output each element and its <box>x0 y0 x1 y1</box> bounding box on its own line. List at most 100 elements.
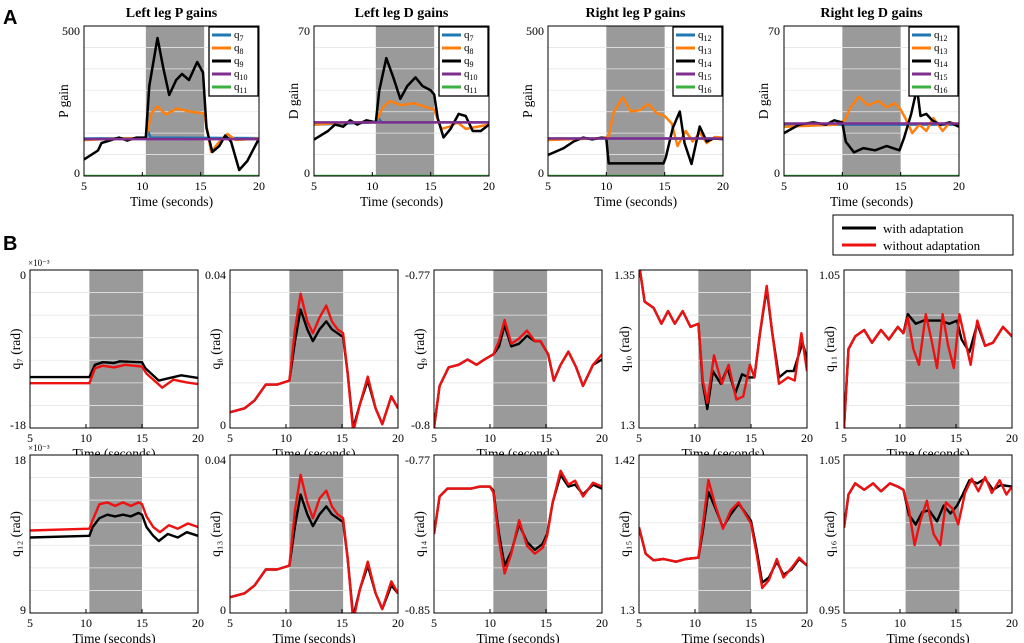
x-axis-label: Time (seconds) <box>886 631 969 643</box>
legend-subscript: 7 <box>240 34 244 43</box>
x-tick-label: 20 <box>953 179 965 193</box>
legend-subscript: 14 <box>704 60 712 69</box>
series-group <box>844 475 1012 547</box>
legend-without-adaptation-label: without adaptation <box>883 238 981 253</box>
series-group <box>30 360 198 389</box>
x-tick-label: 20 <box>596 431 608 445</box>
chart-title: Left leg D gains <box>355 6 449 21</box>
series-group <box>230 473 398 613</box>
chart-3: 5 10 15 20 70 0 Time (seconds) D gain Right leg … <box>756 6 965 209</box>
legend-subscript: 8 <box>470 47 474 56</box>
x-tick-label: 10 <box>136 179 148 193</box>
shaded-region <box>289 455 344 613</box>
y-tick-label-bottom: -0.85 <box>405 603 430 617</box>
x-tick-label: 15 <box>425 179 437 193</box>
legend-label-q13: q13 <box>698 42 712 56</box>
shaded-region <box>493 455 548 613</box>
x-tick-label: 15 <box>336 616 348 630</box>
legend-subscript: 9 <box>240 60 244 69</box>
y-tick-label-top: 1.05 <box>819 268 840 282</box>
series-group <box>434 318 602 428</box>
y-axis-label: D gain <box>286 83 301 120</box>
x-tick-label: 20 <box>1006 431 1018 445</box>
legend-symbol: q <box>464 81 470 93</box>
legend-symbol: q <box>234 68 240 80</box>
x-tick-label: 15 <box>195 179 207 193</box>
legend-label-q7: q7 <box>234 29 244 43</box>
legend-label-q13: q13 <box>934 42 948 56</box>
y-axis-label: q₉ (rad) <box>412 328 427 369</box>
series-line-red <box>639 270 807 404</box>
shaded-region <box>375 26 435 176</box>
legend-subscript: 13 <box>704 47 712 56</box>
y-tick-label-bottom: 1.3 <box>620 603 635 617</box>
series-line-red <box>230 292 398 428</box>
legend-symbol: q <box>698 42 704 54</box>
x-axis-label: Time (seconds) <box>830 194 913 209</box>
series-group <box>230 292 398 428</box>
y-exponent-label: ×10⁻³ <box>28 443 50 453</box>
x-tick-label: 15 <box>895 179 907 193</box>
legend-symbol: q <box>934 29 940 41</box>
y-tick-label-top: -0.77 <box>405 268 430 282</box>
legend-subscript: 15 <box>704 73 712 82</box>
y-tick-label-top: 500 <box>526 24 544 38</box>
chart-2: 5 10 15 20 500 0 Time (seconds) P gain Right leg… <box>520 6 729 209</box>
x-axis-label: Time (seconds) <box>72 631 155 643</box>
legend-with-adaptation-label: with adaptation <box>883 221 964 236</box>
legend-symbol: q <box>464 29 470 41</box>
series-line-red <box>844 313 1012 428</box>
chart-11: 5 10 15 20 -0.77 -0.85 Time (seconds) q₁₄ (rad) <box>405 453 608 643</box>
x-axis-label: Time (seconds) <box>594 194 677 209</box>
legend-symbol: q <box>234 81 240 93</box>
x-tick-label: 20 <box>801 616 813 630</box>
y-tick-label-top: 500 <box>62 24 80 38</box>
legend-subscript: 12 <box>704 34 712 43</box>
legend-subscript: 13 <box>940 47 948 56</box>
x-tick-label: 10 <box>366 179 378 193</box>
x-tick-label: 5 <box>81 179 87 193</box>
x-tick-label: 10 <box>894 431 906 445</box>
y-tick-label-top: 18 <box>14 453 26 467</box>
legend-symbol: q <box>698 68 704 80</box>
legend-label-q16: q16 <box>934 81 948 95</box>
x-axis-label: Time (seconds) <box>360 194 443 209</box>
shaded-region <box>493 270 548 428</box>
y-tick-label-bottom: 0 <box>304 166 310 180</box>
series-group <box>434 469 602 575</box>
y-axis-label: q₁₅ (rad) <box>617 511 632 557</box>
series-line-black <box>30 360 198 382</box>
legend-subscript: 10 <box>240 73 248 82</box>
y-axis-label: q₁₁ (rad) <box>822 326 837 372</box>
legend-subscript: 8 <box>240 47 244 56</box>
legend-symbol: q <box>464 55 470 67</box>
y-tick-label-bottom: -0.8 <box>411 418 430 432</box>
y-tick-label-top: 1.42 <box>614 453 635 467</box>
legend-symbol: q <box>464 68 470 80</box>
legend-symbol: q <box>934 42 940 54</box>
legend-symbol: q <box>234 42 240 54</box>
shaded-region <box>698 455 751 613</box>
x-tick-label: 20 <box>392 616 404 630</box>
plot-frame <box>29 454 199 614</box>
series-line-red <box>844 475 1012 547</box>
y-tick-label-bottom: 1.3 <box>620 418 635 432</box>
plot-frame <box>547 25 724 177</box>
y-axis-label: q₁₄ (rad) <box>412 511 427 557</box>
x-tick-label: 10 <box>894 616 906 630</box>
adaptation-legend-box <box>832 214 1014 256</box>
series-group <box>844 313 1012 428</box>
chart-title: Right leg D gains <box>820 6 923 21</box>
series-line-black <box>30 511 198 543</box>
x-axis-label: Time (seconds) <box>272 631 355 643</box>
plot-frame <box>433 454 603 614</box>
legend-subscript: 14 <box>940 60 948 69</box>
x-tick-label: 10 <box>836 179 848 193</box>
x-tick-label: 5 <box>27 616 33 630</box>
legend-label-q8: q8 <box>464 42 474 56</box>
y-tick-label-bottom: 0.95 <box>819 603 840 617</box>
x-tick-label: 5 <box>841 431 847 445</box>
x-tick-label: 5 <box>431 616 437 630</box>
y-axis-label: P gain <box>56 84 71 118</box>
